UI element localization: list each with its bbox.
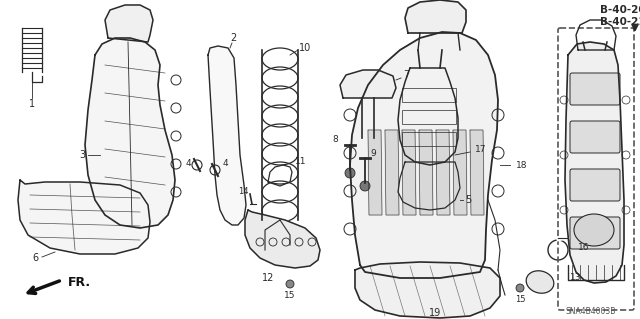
Polygon shape [565, 42, 624, 283]
Text: 13: 13 [570, 273, 582, 283]
Text: 15: 15 [284, 291, 296, 300]
Text: 18: 18 [516, 160, 527, 169]
Bar [402, 88, 456, 102]
Bar [402, 132, 456, 146]
Text: 14: 14 [237, 188, 248, 197]
Circle shape [516, 284, 524, 292]
Bar [402, 110, 456, 124]
Polygon shape [340, 70, 396, 98]
Text: 3: 3 [79, 150, 85, 160]
Polygon shape [419, 130, 433, 215]
Text: 7: 7 [403, 70, 409, 80]
Polygon shape [85, 38, 175, 228]
Ellipse shape [526, 271, 554, 293]
Text: 10: 10 [299, 43, 311, 53]
Polygon shape [350, 32, 498, 278]
FancyBboxPatch shape [570, 121, 620, 153]
Polygon shape [470, 130, 484, 215]
Polygon shape [385, 130, 399, 215]
Polygon shape [355, 262, 500, 318]
Text: 4: 4 [185, 159, 191, 167]
Text: B-40-21: B-40-21 [600, 17, 640, 27]
Text: 15: 15 [515, 295, 525, 305]
Circle shape [360, 181, 370, 191]
Text: 5: 5 [465, 195, 471, 205]
Circle shape [345, 168, 355, 178]
FancyBboxPatch shape [570, 169, 620, 201]
Polygon shape [436, 130, 450, 215]
FancyBboxPatch shape [570, 73, 620, 105]
Polygon shape [402, 130, 416, 215]
Polygon shape [105, 5, 153, 42]
Text: SNA4B4003B: SNA4B4003B [565, 308, 616, 316]
Text: 19: 19 [429, 308, 441, 318]
Ellipse shape [574, 214, 614, 246]
Polygon shape [453, 130, 467, 215]
Text: 2: 2 [230, 33, 236, 43]
Polygon shape [368, 130, 382, 215]
Text: B-40-20: B-40-20 [600, 5, 640, 15]
Text: 11: 11 [295, 158, 307, 167]
Text: FR.: FR. [68, 276, 91, 288]
Text: 17: 17 [475, 145, 486, 154]
Polygon shape [18, 180, 150, 254]
Text: 8: 8 [332, 136, 338, 145]
Text: 4: 4 [222, 159, 228, 167]
Circle shape [286, 280, 294, 288]
Polygon shape [405, 0, 466, 33]
Polygon shape [245, 210, 320, 268]
Text: 16: 16 [578, 243, 589, 253]
Text: 12: 12 [262, 273, 274, 283]
Text: 6: 6 [32, 253, 38, 263]
FancyBboxPatch shape [570, 217, 620, 249]
Polygon shape [208, 46, 246, 225]
Text: 9: 9 [370, 149, 376, 158]
Text: 1: 1 [29, 99, 35, 109]
